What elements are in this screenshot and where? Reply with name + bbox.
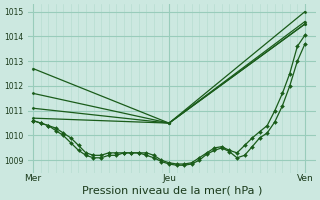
X-axis label: Pression niveau de la mer( hPa ): Pression niveau de la mer( hPa ) [82, 186, 262, 196]
